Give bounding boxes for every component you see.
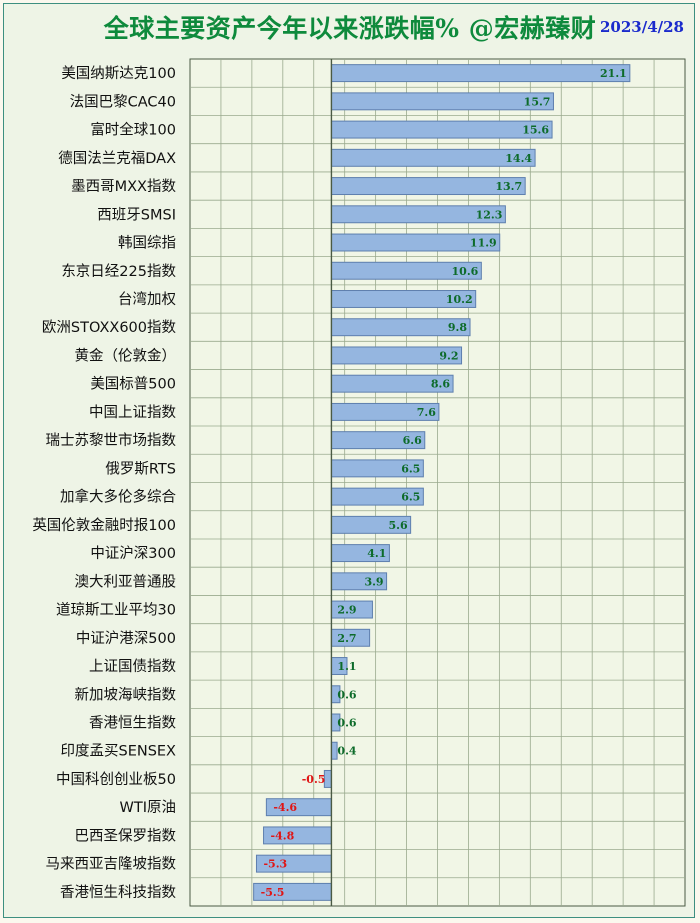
bar	[330, 64, 631, 83]
value-label: 13.7	[495, 180, 522, 193]
bar	[330, 92, 554, 111]
value-label: 11.9	[470, 237, 497, 250]
category-label: 中证沪深300	[90, 545, 176, 562]
category-label: 中国科创创业板50	[56, 770, 176, 788]
value-label: 0.6	[337, 688, 356, 701]
category-label: 马来西亚吉隆坡指数	[46, 856, 177, 873]
category-label: 德国法兰克福DAX	[58, 150, 176, 167]
value-label: 14.4	[505, 152, 532, 165]
category-label: 法国巴黎CAC40	[70, 93, 176, 110]
category-label: 印度孟买SENSEX	[60, 743, 176, 760]
category-label: 西班牙SMSI	[97, 206, 176, 223]
value-label: 6.5	[401, 491, 420, 504]
category-label: 欧洲STOXX600指数	[42, 319, 177, 336]
bar	[330, 741, 338, 760]
category-label: 上证国债指数	[89, 658, 176, 675]
category-label: 中证沪港深500	[76, 630, 176, 647]
value-label: 4.1	[367, 547, 386, 560]
category-label: 道琼斯工业平均30	[56, 602, 176, 619]
value-label: 9.2	[439, 349, 458, 362]
category-label: 澳大利亚普通股	[75, 573, 177, 590]
value-label: 5.6	[388, 519, 407, 532]
value-label: 2.9	[337, 604, 356, 617]
value-label: 10.6	[452, 265, 479, 278]
category-label: 巴西圣保罗指数	[75, 827, 177, 844]
chart-date: 2023/4/28	[599, 18, 684, 36]
value-label: -0.5	[302, 773, 326, 786]
value-label: 2.7	[337, 632, 356, 645]
category-label: 俄罗斯RTS	[105, 460, 176, 477]
value-label: 12.3	[476, 208, 503, 221]
category-label: 瑞士苏黎世市场指数	[46, 432, 177, 449]
category-label: 富时全球100	[90, 121, 176, 139]
value-label: 7.6	[417, 406, 436, 419]
value-label: 6.5	[401, 462, 420, 475]
chart-title: 全球主要资产今年以来涨跌幅% @宏赫臻财	[103, 14, 597, 43]
value-label: 8.6	[431, 378, 450, 391]
value-label: 6.6	[403, 434, 422, 447]
category-label: 美国纳斯达克100	[61, 65, 176, 82]
category-label: WTI原油	[120, 799, 176, 816]
value-label: 21.1	[600, 67, 627, 80]
category-label: 美国标普500	[90, 376, 176, 393]
category-label: 英国伦敦金融时报100	[32, 516, 176, 534]
grid-lines	[190, 59, 685, 906]
value-label: -4.6	[273, 801, 297, 814]
category-label: 台湾加权	[118, 291, 176, 308]
category-label: 香港恒生指数	[89, 714, 176, 731]
value-label: 15.7	[524, 95, 551, 108]
category-label: 墨西哥MXX指数	[71, 178, 176, 195]
bar	[330, 120, 553, 139]
value-label: 0.6	[337, 716, 356, 729]
category-label: 韩国综指	[118, 235, 176, 252]
value-label: 9.8	[448, 321, 467, 334]
value-labels: 21.1 15.7 15.6 14.4 13.7 12.3 11.9 10.6 10.2 9.8 9…	[261, 67, 627, 899]
value-label: 15.6	[522, 124, 549, 137]
value-label: -5.3	[263, 858, 287, 871]
value-label: 0.4	[337, 745, 356, 758]
category-label: 中国上证指数	[89, 404, 176, 421]
category-label: 加拿大多伦多综合	[60, 488, 176, 506]
category-label: 黄金（伦敦金）	[75, 347, 177, 364]
value-label: -4.8	[271, 829, 295, 842]
value-label: 1.1	[337, 660, 356, 673]
value-label: 10.2	[446, 293, 473, 306]
value-label: 3.9	[364, 575, 383, 588]
bars-group	[253, 64, 631, 901]
category-label: 东京日经225指数	[61, 263, 176, 280]
category-labels: 美国纳斯达克100 法国巴黎CAC40 富时全球100 德国法兰克福DAX 墨西哥MXX…	[32, 65, 176, 901]
value-label: -5.5	[261, 886, 285, 899]
category-label: 香港恒生科技指数	[60, 884, 176, 901]
category-label: 新加坡海峡指数	[75, 686, 177, 703]
